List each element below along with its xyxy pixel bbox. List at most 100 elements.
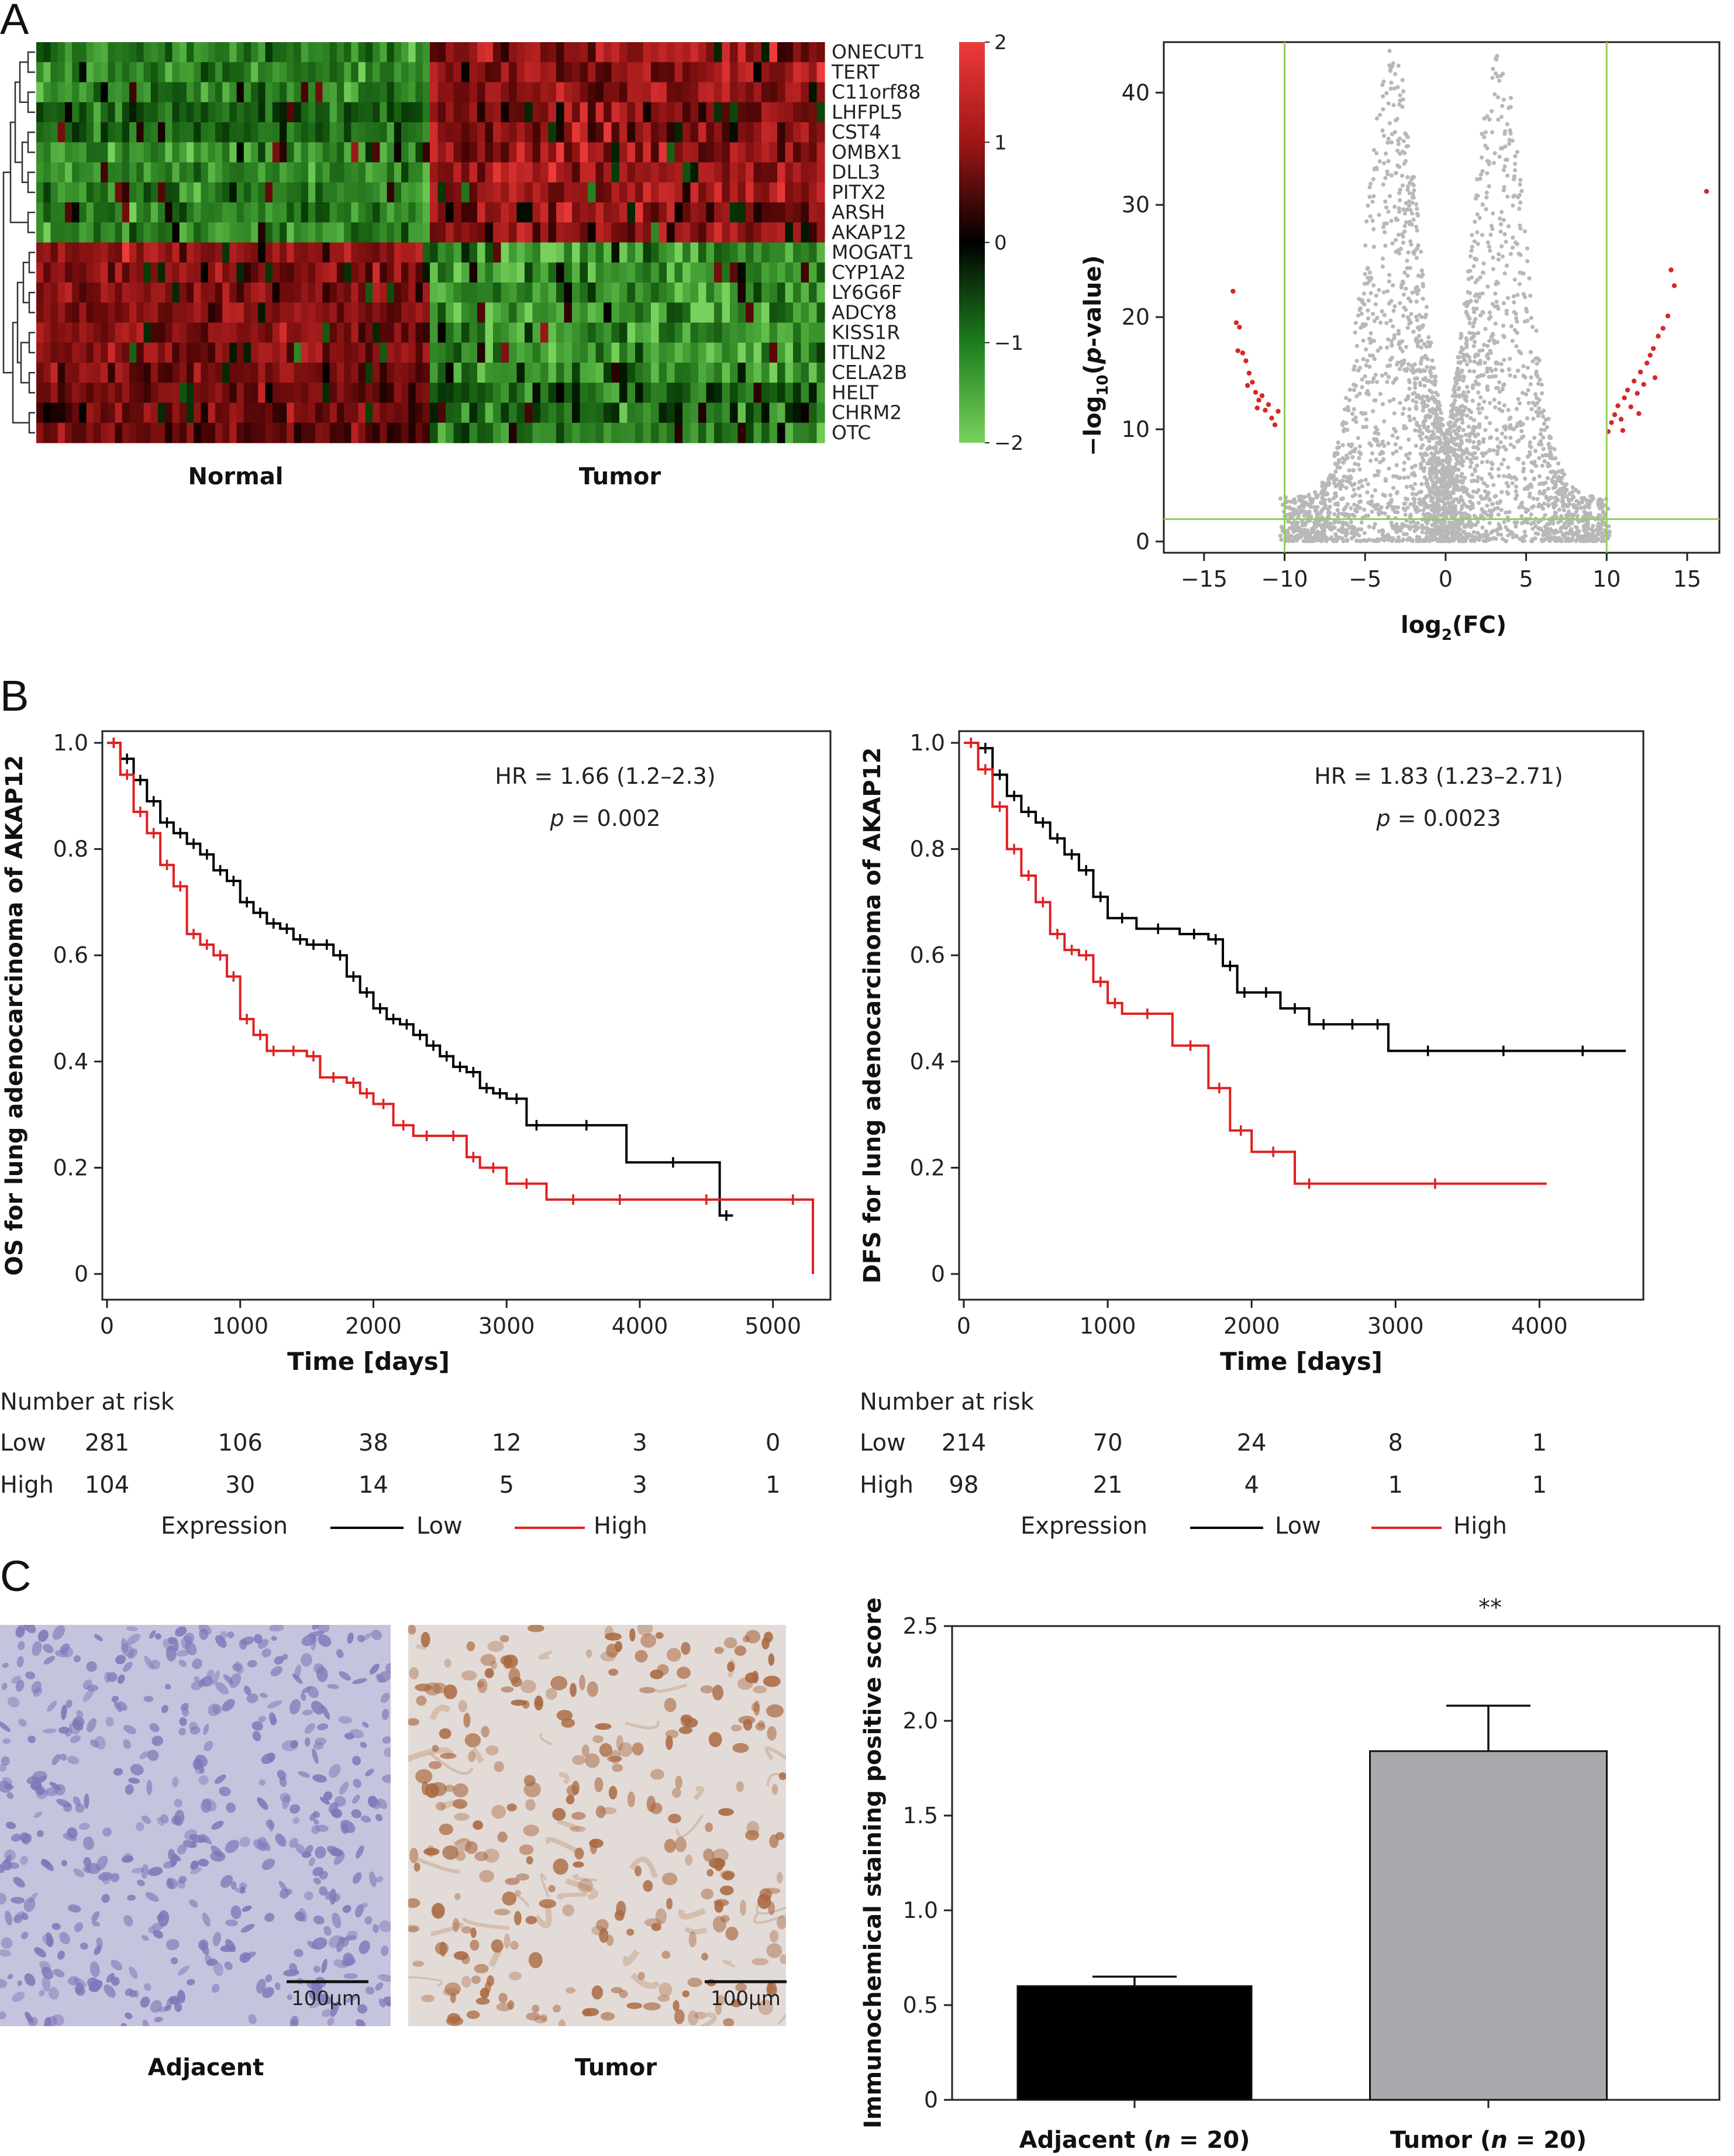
heatmap-cell	[635, 383, 644, 404]
heatmap-cell	[194, 322, 202, 343]
heatmap-cell	[761, 402, 770, 423]
heatmap-cell	[387, 142, 395, 163]
volcano-point	[1571, 502, 1576, 507]
heatmap-cell	[158, 142, 166, 163]
heatmap-cell	[793, 182, 802, 203]
heatmap-cell	[222, 342, 230, 363]
heatmap-cell	[401, 102, 409, 123]
heatmap-cell	[129, 142, 137, 163]
heatmap-cell	[86, 422, 94, 443]
heatmap-cell	[580, 262, 588, 283]
heatmap-cell	[793, 122, 802, 143]
heatmap-cell	[129, 182, 137, 203]
volcano-point	[1352, 367, 1357, 372]
volcano-point	[1485, 366, 1490, 371]
heatmap-cell	[57, 102, 66, 123]
heatmap-cell	[509, 62, 518, 83]
heatmap-cell	[351, 422, 359, 443]
volcano-point	[1493, 291, 1498, 296]
heatmap-cell	[667, 222, 675, 243]
heatmap-cell	[79, 262, 87, 283]
heatmap-cell	[746, 363, 754, 383]
heatmap-cell	[588, 383, 597, 404]
heatmap-cell	[258, 242, 266, 263]
heatmap-cell	[36, 262, 44, 283]
heatmap-cell	[243, 62, 251, 83]
volcano-point	[1456, 467, 1461, 472]
heatmap-cell	[165, 283, 173, 303]
volcano-point	[1521, 391, 1525, 395]
heatmap-cell	[36, 283, 44, 303]
volcano-point	[1472, 514, 1477, 518]
heatmap-cell	[501, 62, 509, 83]
volcano-point	[1414, 400, 1419, 405]
heatmap-cell	[793, 62, 802, 83]
volcano-point	[1453, 482, 1458, 487]
heatmap-cell	[308, 402, 316, 423]
heatmap-cell	[659, 402, 667, 423]
heatmap-cell	[265, 182, 273, 203]
volcano-point	[1371, 283, 1376, 288]
heatmap-cell	[525, 363, 533, 383]
volcano-point	[1485, 284, 1490, 289]
heatmap-cell	[251, 363, 258, 383]
heatmap-cell	[572, 383, 581, 404]
heatmap-cell	[516, 422, 525, 443]
heatmap-cell	[619, 162, 628, 183]
heatmap-cell	[336, 302, 344, 323]
heatmap-cell	[525, 162, 533, 183]
volcano-point	[1404, 532, 1409, 536]
heatmap-cell	[315, 122, 323, 143]
heatmap-cell	[580, 422, 588, 443]
volcano-point	[1384, 205, 1389, 210]
heatmap-cell	[580, 322, 588, 343]
volcano-point	[1478, 395, 1483, 399]
heatmap-cell	[351, 182, 359, 203]
heatmap-cell	[580, 302, 588, 323]
heatmap-cell	[698, 122, 707, 143]
heatmap-cell	[308, 322, 316, 343]
heatmap-cell	[722, 242, 730, 263]
volcano-point	[1398, 198, 1402, 202]
volcano-point	[1518, 200, 1523, 205]
volcano-point	[1419, 356, 1425, 360]
heatmap-cell	[158, 363, 166, 383]
heatmap-cell	[115, 422, 123, 443]
heatmap-cell	[485, 142, 494, 163]
volcano-point	[1421, 443, 1425, 447]
heatmap-cell	[540, 42, 549, 63]
heatmap-cell	[785, 142, 794, 163]
volcano-point	[1512, 374, 1518, 379]
volcano-point	[1323, 483, 1328, 487]
volcano-point	[1500, 431, 1505, 436]
volcano-point	[1481, 261, 1486, 266]
volcano-point	[1487, 339, 1492, 343]
heatmap-cell	[753, 82, 762, 103]
heatmap-cell	[265, 402, 273, 423]
heatmap-cell	[793, 283, 802, 303]
volcano-point	[1278, 496, 1283, 501]
heatmap-cell	[801, 42, 809, 63]
heatmap-cell	[761, 262, 770, 283]
heatmap-cell	[722, 262, 730, 283]
volcano-point	[1385, 337, 1391, 342]
heatmap-cell	[493, 102, 502, 123]
volcano-point	[1430, 422, 1435, 426]
heatmap-cell	[611, 383, 620, 404]
heatmap-cell	[525, 302, 533, 323]
heatmap-cell	[394, 262, 402, 283]
heatmap-cell	[265, 82, 273, 103]
volcano-point	[1402, 460, 1406, 465]
heatmap-cell	[674, 102, 683, 123]
volcano-point	[1371, 504, 1376, 508]
heatmap-cell	[380, 102, 388, 123]
heatmap-cell	[761, 322, 770, 343]
volcano-point	[1494, 385, 1499, 390]
heatmap-cell	[461, 363, 470, 383]
heatmap-cell	[801, 283, 809, 303]
heatmap-cell	[651, 383, 660, 404]
heatmap-cell	[315, 283, 323, 303]
heatmap-cell	[501, 262, 509, 283]
heatmap-cell	[315, 242, 323, 263]
heatmap-cell	[785, 402, 794, 423]
